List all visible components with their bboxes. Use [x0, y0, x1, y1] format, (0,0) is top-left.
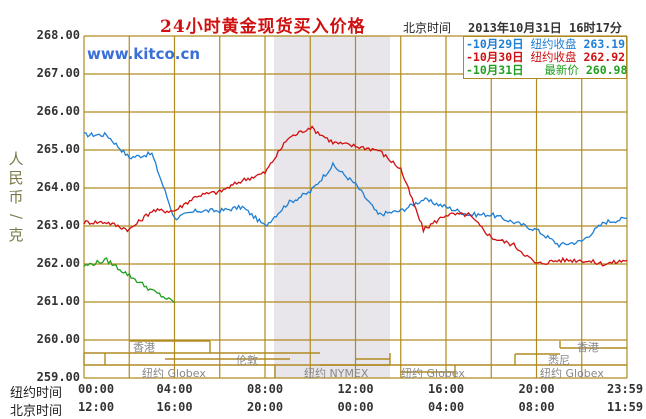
timestamp: 2013年10月31日 16时17分: [468, 21, 622, 35]
market-label-sydney: 悉尼: [548, 354, 570, 367]
y-tick: 265.00: [36, 142, 80, 156]
kitco-watermark[interactable]: www.kitco.cn: [87, 45, 201, 63]
x-tick: 00:00: [78, 382, 115, 396]
legend-item-oct31: -10月31日 最新价 260.98: [466, 63, 628, 77]
y-tick: 267.00: [36, 66, 80, 80]
y-axis-label: 人民币/克 人民币/克: [7, 150, 26, 244]
y-tick: 261.00: [36, 294, 80, 308]
market-label-ny-globex-3: 纽约 Globex: [540, 367, 604, 380]
x-tick: 08:00: [247, 382, 284, 396]
series-line: [83, 257, 175, 304]
y-tick: 260.00: [36, 332, 80, 346]
market-label-ny-globex-1: 纽约 Globex: [142, 367, 206, 380]
y-tick: 259.00: [36, 370, 80, 384]
x-tick: 16:00: [156, 400, 193, 414]
nymex-shaded-region: [274, 36, 390, 378]
x-tick: 12:00: [78, 400, 115, 414]
y-tick: 262.00: [36, 256, 80, 270]
legend: -10月29日 纽约收盘 263.19 -10月30日 纽约收盘 262.92 …: [463, 36, 627, 79]
legend-item-oct30: -10月30日 纽约收盘 262.92: [466, 50, 626, 64]
x-tick: 12:00: [337, 382, 374, 396]
x-tick: 00:00: [337, 400, 374, 414]
x-tick: 20:00: [518, 382, 555, 396]
x-tick: 08:00: [518, 400, 555, 414]
series-line: [83, 125, 628, 267]
beijing-time-label: 北京时间: [403, 21, 452, 35]
x-tick: 23:59: [607, 382, 644, 396]
series-line: [83, 131, 627, 249]
market-label-ny-nymex: 纽约 NYMEX: [304, 367, 369, 380]
market-label-ny-globex-2: 纽约 Globex: [401, 367, 465, 380]
bj-time-label: 北京时间: [10, 404, 63, 419]
x-tick: 16:00: [428, 382, 465, 396]
market-label-london: 伦敦: [236, 354, 258, 367]
x-tick: 11:59: [607, 400, 644, 414]
y-tick: 264.00: [36, 180, 80, 194]
ny-time-label: 纽约时间: [10, 386, 63, 401]
market-label-hongkong-2: 香港: [577, 341, 599, 354]
market-label-hongkong: 香港: [133, 341, 155, 354]
y-tick: 266.00: [36, 104, 80, 118]
y-tick: 263.00: [36, 218, 80, 232]
legend-item-oct29: -10月29日 纽约收盘 263.19: [466, 37, 626, 51]
x-tick: 04:00: [156, 382, 193, 396]
y-tick: 268.00: [36, 28, 80, 42]
x-tick: 04:00: [428, 400, 465, 414]
chart-title: 24小时黄金现货买入价格: [160, 17, 366, 37]
x-tick: 20:00: [247, 400, 284, 414]
